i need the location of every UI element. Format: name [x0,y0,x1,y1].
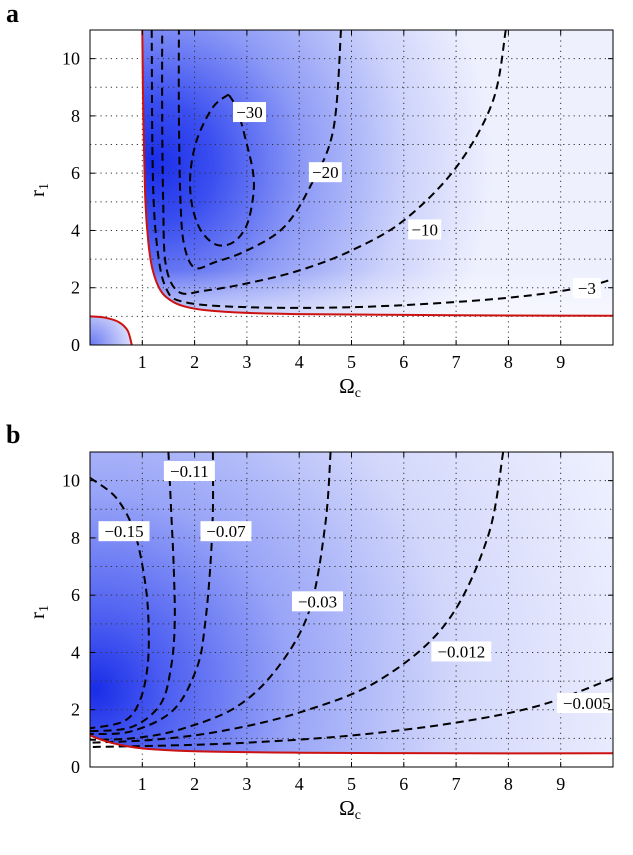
contour-line [161,30,507,295]
x-tick-label: 8 [504,352,513,372]
y-tick-label: 2 [71,700,80,720]
contour-line [90,476,150,730]
y-tick-label: 6 [71,585,80,605]
x-tick-label: 9 [556,774,565,794]
ticks-b: 1 2 3 4 5 6 7 8 9 0 2 4 6 8 10 [62,452,613,794]
grid-b [90,452,613,767]
x-tick-label: 6 [399,774,408,794]
contour-label: −20 [312,163,339,182]
x-tick-label: 4 [295,352,304,372]
contour-label-bg [556,693,617,713]
contour-labels-b: −0.15 −0.11 −0.07 −0.03 −0.012 −0.005 [98,461,617,713]
contour-label: −0.03 [298,592,337,611]
contour-labels-a: −30 −20 −10 −3 [233,102,601,299]
contour-line [189,93,255,247]
y-tick-label: 4 [71,642,80,662]
ylabel-a: r1 [25,183,52,197]
boundary-curve [141,30,613,317]
contour-label: −3 [578,279,596,298]
xlabel-a: Ωc [339,374,361,401]
contour-label: −30 [236,103,263,122]
y-tick-label: 8 [71,106,80,126]
contour-label-bg [200,521,252,542]
contour-label-bg [163,461,215,482]
x-tick-label: 2 [190,352,199,372]
x-tick-label: 5 [347,774,356,794]
contour-label-bg [98,521,150,542]
contour-label: −0.012 [437,642,485,661]
contour-label-bg [292,591,344,612]
y-tick-label: 10 [62,49,80,69]
x-tick-label: 6 [399,352,408,372]
x-tick-label: 9 [556,352,565,372]
x-tick-label: 4 [295,774,304,794]
panel-letter-b: b [6,420,20,449]
contours-a [150,30,613,309]
x-tick-label: 5 [347,352,356,372]
boundary-b [90,734,613,755]
contour-label: −10 [411,220,438,239]
y-tick-label: 10 [62,471,80,491]
ticks-a: 1 2 3 4 5 6 7 8 9 0 2 4 6 8 10 [62,30,613,372]
x-tick-label: 3 [242,352,251,372]
contour-label: −0.005 [563,694,611,713]
boundary-curve [90,315,133,345]
x-tick-label: 3 [242,774,251,794]
ylabel-b: r1 [25,605,52,619]
x-tick-label: 8 [504,774,513,794]
contour-label-bg [308,162,342,183]
x-tick-label: 1 [138,352,147,372]
contour-label-bg [431,641,492,662]
y-tick-label: 0 [71,757,80,777]
contour-line [90,452,332,741]
x-tick-label: 1 [138,774,147,794]
y-tick-label: 2 [71,278,80,298]
boundary-a [90,30,613,345]
contour-line [150,30,613,309]
contours-b [90,452,613,748]
contour-line [90,677,613,748]
contour-label: −0.07 [206,522,246,541]
contour-label: −0.15 [104,522,143,541]
y-tick-label: 0 [71,335,80,355]
x-tick-label: 7 [452,352,461,372]
contour-label-bg [233,102,267,123]
boundary-curve [90,734,613,755]
y-tick-label: 8 [71,528,80,548]
panel-letter-a: a [6,0,19,28]
contour-label-bg [572,278,601,299]
contour-line [177,30,342,270]
y-tick-label: 4 [71,220,80,240]
heatmap-a-corner-region [90,316,132,345]
contour-label: −0.11 [170,462,209,481]
x-tick-label: 7 [452,774,461,794]
x-tick-label: 2 [190,774,199,794]
panel-a: −30 −20 −10 −3 1 2 3 4 5 6 7 8 9 0 2 4 6 8 10 Ωc r1 [25,29,614,401]
contour-label-bg [408,219,442,240]
heatmap-b-empty-region [90,735,613,767]
y-tick-label: 6 [71,163,80,183]
xlabel-b: Ωc [339,796,361,823]
panel-b: −0.15 −0.11 −0.07 −0.03 −0.012 −0.005 1 2 3 4 5 6 7… [25,451,617,823]
contour-line [90,452,176,733]
